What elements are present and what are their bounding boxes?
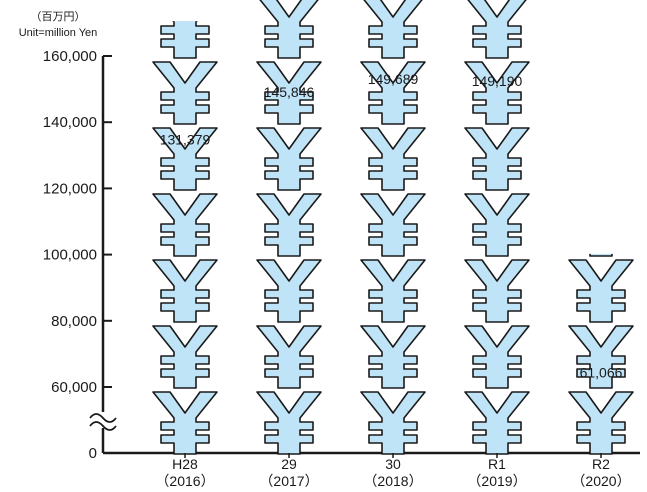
yen-symbol-icon <box>360 61 426 125</box>
yen-shape <box>360 193 426 257</box>
x-tick-label: R2 <box>592 456 610 472</box>
y-tick-label: 80,000 <box>51 313 97 330</box>
x-tick-label: H28 <box>172 456 198 472</box>
yen-shape <box>464 127 530 191</box>
yen-symbol-icon <box>568 325 634 389</box>
y-tick-label: 120,000 <box>43 180 97 197</box>
x-tick-sublabel: （2016） <box>155 473 214 489</box>
y-tick-label: 100,000 <box>43 247 97 264</box>
yen-symbol-icon <box>256 127 322 191</box>
yen-symbol-icon <box>360 193 426 257</box>
yen-shape <box>360 61 426 125</box>
data-label: 149,190 <box>472 73 523 89</box>
yen-shape <box>360 391 426 455</box>
data-label: 131,379 <box>160 132 211 148</box>
yen-shape <box>160 21 210 59</box>
yen-shape <box>589 253 613 257</box>
data-label: 61,066 <box>580 364 623 380</box>
x-tick-sublabel: （2020） <box>571 473 630 489</box>
yen-shape <box>152 193 218 257</box>
yen-symbol-icon <box>568 259 634 323</box>
axis-break-icon <box>89 413 117 423</box>
yen-shape <box>259 0 319 59</box>
yen-symbol-icon <box>259 0 319 59</box>
yen-symbol-icon <box>256 193 322 257</box>
yen-shape <box>256 391 322 455</box>
axis-break-icon <box>89 421 117 431</box>
yen-symbol-icon <box>152 259 218 323</box>
yen-symbol-icon <box>363 0 423 59</box>
yen-symbol-icon <box>360 127 426 191</box>
yen-symbol-icon <box>160 21 210 59</box>
yen-shape <box>360 325 426 389</box>
yen-shape <box>568 259 634 323</box>
yen-symbol-icon <box>589 253 613 257</box>
x-tick-label: 30 <box>385 456 401 472</box>
yen-shape <box>152 127 218 191</box>
yen-shape <box>152 391 218 455</box>
yen-symbol-icon <box>360 391 426 455</box>
yen-symbol-icon <box>152 391 218 455</box>
yen-symbol-icon <box>464 127 530 191</box>
y-tick-label: 140,000 <box>43 114 97 131</box>
yen-shape <box>152 259 218 323</box>
yen-symbol-icon <box>464 259 530 323</box>
yen-symbol-icon <box>152 61 218 125</box>
yen-shape <box>256 325 322 389</box>
yen-symbol-icon <box>152 127 218 191</box>
yen-shape <box>256 127 322 191</box>
yen-shape <box>467 0 527 59</box>
x-tick-label: 29 <box>281 456 297 472</box>
yen-shape <box>363 0 423 59</box>
yen-symbol-icon <box>467 0 527 59</box>
yen-symbol-icon <box>568 391 634 455</box>
y-tick-label: 0 <box>89 445 97 462</box>
yen-shape <box>256 193 322 257</box>
yen-symbol-icon <box>464 325 530 389</box>
x-tick-sublabel: （2019） <box>467 473 526 489</box>
yen-shape <box>360 127 426 191</box>
yen-shape <box>256 61 322 125</box>
x-tick-label: R1 <box>488 456 506 472</box>
y-tick-label: 60,000 <box>51 379 97 396</box>
yen-shape <box>568 325 634 389</box>
yen-symbol-icon <box>360 325 426 389</box>
yen-symbol-icon <box>256 325 322 389</box>
yen-symbol-icon <box>256 61 322 125</box>
x-tick-sublabel: （2017） <box>259 473 318 489</box>
unit-label-en: Unit=million Yen <box>19 27 98 39</box>
yen-shape <box>464 391 530 455</box>
x-tick-sublabel: （2018） <box>363 473 422 489</box>
yen-shape <box>152 61 218 125</box>
yen-symbol-icon <box>152 325 218 389</box>
yen-shape <box>256 259 322 323</box>
axis-break-mask <box>89 412 117 428</box>
yen-shape <box>464 193 530 257</box>
yen-shape <box>464 61 530 125</box>
y-tick-label: 160,000 <box>43 48 97 65</box>
yen-shape <box>464 259 530 323</box>
yen-shape <box>464 325 530 389</box>
yen-symbol-icon <box>256 391 322 455</box>
yen-symbol-icon <box>464 193 530 257</box>
yen-shape <box>568 391 634 455</box>
yen-symbol-icon <box>256 259 322 323</box>
data-label: 145,846 <box>264 84 315 100</box>
yen-symbol-icon <box>360 259 426 323</box>
yen-shape <box>360 259 426 323</box>
yen-symbol-icon <box>464 61 530 125</box>
yen-symbol-icon <box>464 391 530 455</box>
data-label: 149,689 <box>368 71 419 87</box>
yen-symbol-icon <box>152 193 218 257</box>
yen-shape <box>152 325 218 389</box>
unit-label-ja: （百万円） <box>31 10 86 23</box>
